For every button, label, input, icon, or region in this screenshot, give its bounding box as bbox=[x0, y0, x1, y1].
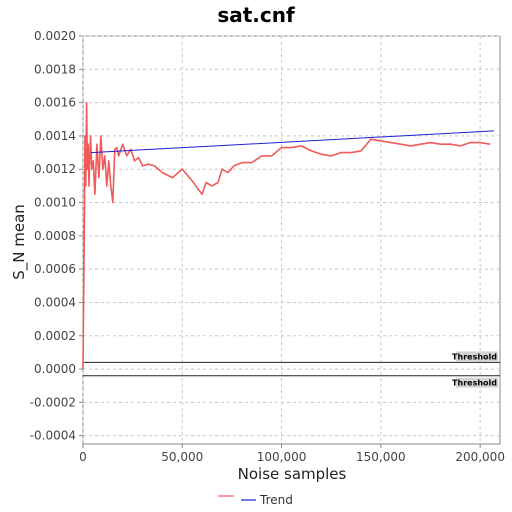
threshold-lines: Threshold Threshold bbox=[83, 351, 500, 388]
y-tick-label: -0.0004 bbox=[30, 429, 76, 443]
threshold-label-box bbox=[456, 351, 498, 362]
grid bbox=[82, 35, 500, 444]
axes: 0 50,000 100,000 150,000 200,000 -0.0004 -0.00… bbox=[30, 29, 505, 464]
x-tick-label: 50,000 bbox=[161, 450, 203, 464]
x-axis-label: Noise samples bbox=[238, 465, 347, 483]
x-tick-label: 200,000 bbox=[455, 450, 505, 464]
threshold-label-box bbox=[456, 377, 498, 388]
y-tick-label: -0.0002 bbox=[30, 395, 76, 409]
y-tick-label: 0.0020 bbox=[34, 29, 76, 43]
y-tick-label: 0.0012 bbox=[34, 162, 76, 176]
plot-area bbox=[82, 35, 501, 445]
series-layer bbox=[82, 101, 495, 370]
chart-title: sat.cnf bbox=[217, 3, 295, 27]
y-tick-label: 0.0002 bbox=[34, 329, 76, 343]
y-axis-label: S_N mean bbox=[10, 204, 29, 280]
series-line-trend bbox=[90, 130, 495, 154]
threshold-label: Threshold bbox=[452, 379, 497, 388]
y-tick-label: 0.0014 bbox=[34, 129, 76, 143]
y-tick-label: 0.0010 bbox=[34, 196, 76, 210]
y-tick-label: 0.0000 bbox=[34, 362, 76, 376]
legend-label-trend: Trend bbox=[259, 493, 293, 507]
y-tick-label: 0.0006 bbox=[34, 262, 76, 276]
y-tick-label: 0.0018 bbox=[34, 62, 76, 76]
threshold-label: Threshold bbox=[452, 352, 497, 361]
x-tick-label: 150,000 bbox=[356, 450, 406, 464]
y-tick-label: 0.0008 bbox=[34, 229, 76, 243]
legend: Trend bbox=[218, 493, 293, 507]
x-tick-label: 100,000 bbox=[257, 450, 307, 464]
y-tick-label: 0.0004 bbox=[34, 295, 76, 309]
x-tick-label: 0 bbox=[79, 450, 87, 464]
y-tick-label: 0.0016 bbox=[34, 96, 76, 110]
series-line-noise bbox=[82, 101, 491, 370]
